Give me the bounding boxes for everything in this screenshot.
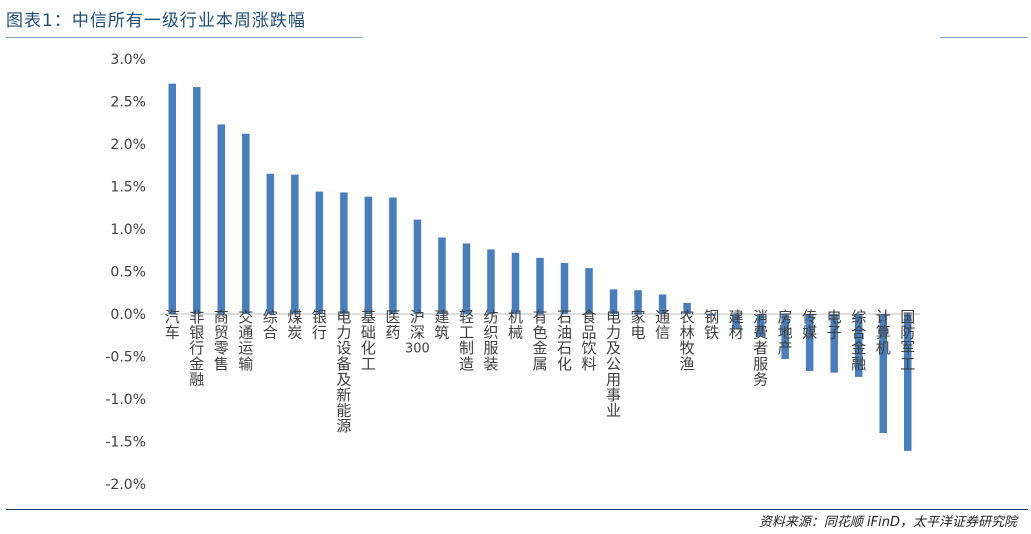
category-label: 石油石化 (557, 308, 572, 373)
bar (193, 87, 201, 314)
bar (560, 263, 569, 314)
category-label: 商贸零售 (214, 308, 229, 373)
category-label: 国防军工 (900, 308, 915, 373)
category-label: 通信 (655, 308, 670, 342)
bar (707, 314, 716, 316)
bar (585, 268, 593, 314)
y-tick-label: -0.5% (105, 350, 146, 366)
category-label: 煤炭 (287, 308, 302, 342)
category-label: 交通运输 (238, 308, 253, 373)
y-tick-label: 0.0% (110, 307, 146, 323)
bar (756, 314, 765, 337)
bar (781, 314, 789, 360)
y-tick-label: 2.5% (110, 95, 146, 111)
y-tick-label: 1.0% (110, 222, 146, 238)
title-rule-right (940, 37, 1028, 38)
category-label: 农林牧渔 (680, 308, 695, 373)
bar (903, 314, 912, 451)
y-tick-label: 3.0% (110, 52, 146, 68)
source-note: 资料来源：同花顺 iFinD，太平洋证券研究院 (758, 515, 1017, 530)
bar (536, 257, 544, 314)
category-label: 电力及公用事业 (606, 308, 621, 420)
bar (511, 252, 520, 314)
category-label: 基础化工 (361, 308, 376, 373)
category-label: 综合 (263, 308, 278, 342)
y-tick-label: -1.0% (105, 392, 146, 408)
title-rule-left (6, 37, 362, 38)
category-label: 非银行金融 (189, 308, 204, 388)
category-label: 医药 (385, 308, 400, 342)
category-label: 机械 (508, 308, 523, 342)
category-label: 计算机 (876, 308, 891, 357)
bar (805, 314, 814, 371)
category-label: 沪深 300 (405, 308, 430, 357)
category-label: 建材 (729, 308, 744, 342)
y-tick-label: 2.0% (110, 137, 146, 153)
bar (830, 314, 838, 373)
bar (854, 314, 863, 377)
category-label: 钢铁 (704, 308, 719, 342)
bar (634, 290, 642, 314)
bar (291, 174, 299, 314)
figure-title: 图表1：中信所有一级行业本周涨跌幅 (6, 11, 306, 31)
bar (879, 314, 887, 433)
bar (658, 294, 667, 314)
bar (487, 249, 495, 314)
bar (315, 191, 324, 314)
bar (438, 237, 446, 314)
category-label: 轻工制造 (459, 308, 474, 373)
category-label: 消费者服务 (753, 308, 768, 388)
category-label: 家电 (631, 308, 646, 342)
category-label: 综合金融 (851, 308, 866, 373)
bar (364, 196, 373, 314)
category-label: 电力设备及新能源 (336, 308, 351, 435)
category-label: 食品饮料 (582, 308, 597, 373)
category-label: 传媒 (802, 308, 817, 342)
y-tick-label: 1.5% (110, 180, 146, 196)
bar (340, 192, 348, 314)
y-tick-label: -1.5% (105, 435, 146, 451)
footer-rule (6, 509, 1028, 510)
category-label: 电子 (827, 308, 842, 342)
bar (266, 173, 275, 314)
y-tick-label: -2.0% (105, 477, 146, 493)
bar (168, 83, 177, 315)
bar (389, 197, 397, 314)
bar (683, 302, 691, 314)
y-tick-label: 0.5% (110, 265, 146, 281)
bar (217, 124, 226, 314)
bar (462, 243, 471, 314)
category-label: 银行 (312, 308, 327, 342)
category-label: 建筑 (434, 308, 449, 342)
category-label: 房地产 (778, 308, 793, 357)
category-label: 有色金属 (532, 308, 547, 373)
bar (242, 133, 250, 314)
bar (609, 289, 618, 314)
bar (732, 314, 740, 330)
category-label: 纺织服装 (483, 308, 498, 373)
category-label: 汽车 (165, 308, 180, 342)
bar (413, 219, 422, 314)
